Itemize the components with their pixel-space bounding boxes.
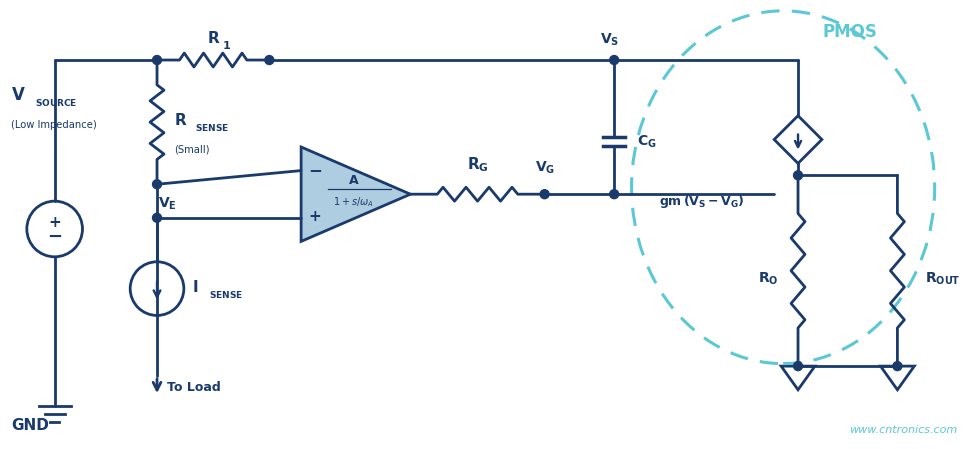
Circle shape: [152, 56, 161, 65]
Text: $\bf{V_G}$: $\bf{V_G}$: [534, 159, 554, 176]
Circle shape: [540, 190, 549, 198]
Polygon shape: [301, 147, 411, 242]
Text: $\bf{1}$: $\bf{1}$: [222, 39, 231, 51]
Text: $\bf{R_O}$: $\bf{R_O}$: [758, 270, 779, 287]
Text: $\bf{SENSE}$: $\bf{SENSE}$: [195, 122, 229, 133]
Text: $\bf{V}$: $\bf{V}$: [11, 86, 25, 104]
Text: A: A: [349, 174, 358, 187]
Text: $\bf{R}$: $\bf{R}$: [174, 112, 187, 128]
Text: $\bf{R_{OUT}}$: $\bf{R_{OUT}}$: [925, 270, 961, 287]
Text: $1 + s/\omega_A$: $1 + s/\omega_A$: [333, 195, 374, 209]
Text: (Small): (Small): [174, 145, 210, 154]
Text: $\bf{C_G}$: $\bf{C_G}$: [637, 133, 656, 150]
Circle shape: [152, 180, 161, 189]
Text: PMOS: PMOS: [822, 23, 877, 41]
Circle shape: [793, 171, 802, 180]
Text: GND: GND: [11, 418, 49, 433]
Circle shape: [152, 213, 161, 222]
Text: $\bf{SOURCE}$: $\bf{SOURCE}$: [35, 97, 78, 108]
Text: $\bf{V_E}$: $\bf{V_E}$: [157, 196, 177, 212]
Circle shape: [610, 56, 619, 65]
Text: $\bf{gm\,(V_S - V_G)}$: $\bf{gm\,(V_S - V_G)}$: [659, 193, 745, 210]
Circle shape: [793, 361, 802, 370]
Text: (Low Impedance): (Low Impedance): [11, 119, 97, 130]
Circle shape: [893, 361, 902, 370]
Text: $\bf{V_S}$: $\bf{V_S}$: [599, 32, 619, 48]
Text: $\bf{SENSE}$: $\bf{SENSE}$: [209, 289, 243, 300]
Text: To Load: To Load: [167, 382, 220, 395]
Text: www.cntronics.com: www.cntronics.com: [849, 425, 957, 435]
Text: $\bf{R}$: $\bf{R}$: [207, 30, 220, 46]
Text: $\bf{I}$: $\bf{I}$: [192, 279, 198, 295]
Text: $\bf{R_G}$: $\bf{R_G}$: [467, 155, 489, 174]
Text: −: −: [308, 161, 322, 179]
Circle shape: [610, 190, 619, 198]
Text: +: +: [308, 209, 320, 224]
Text: +: +: [49, 215, 61, 229]
Circle shape: [265, 56, 274, 65]
Text: −: −: [47, 228, 62, 246]
